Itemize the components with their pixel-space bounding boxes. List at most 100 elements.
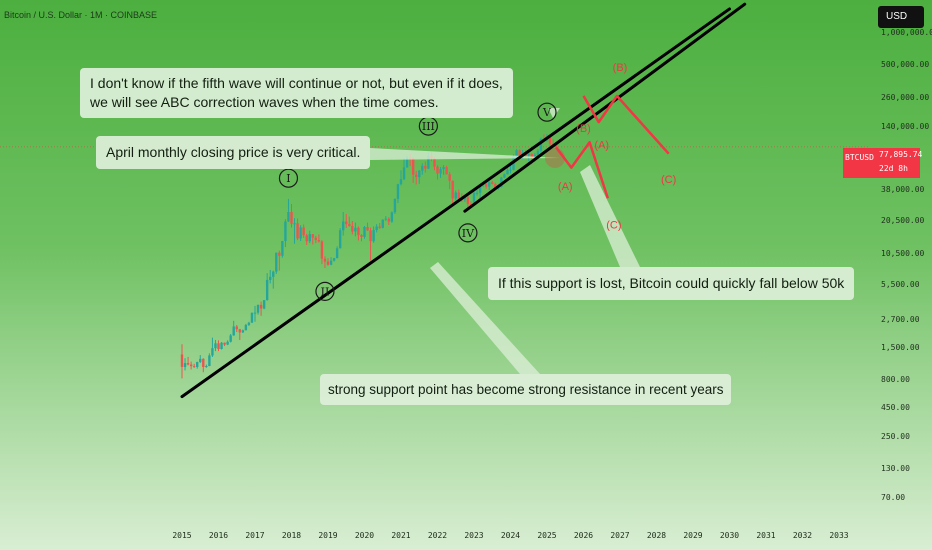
x-tick-label: 2016 — [208, 531, 229, 540]
candle-body — [308, 234, 311, 242]
x-tick-label: 2021 — [391, 531, 411, 540]
note-pointer-support-lost — [580, 165, 640, 267]
last-price-value: 77,895.74 — [879, 150, 923, 159]
trendline-lower — [180, 7, 731, 399]
wave-label: II — [321, 285, 330, 298]
x-tick-label: 2025 — [537, 531, 557, 540]
candle-body — [484, 183, 488, 187]
candle-body — [241, 330, 245, 333]
x-tick-label: 2015 — [172, 531, 192, 540]
x-tick-label: 2028 — [646, 531, 667, 540]
candle-body — [396, 184, 400, 199]
candle-body — [238, 329, 241, 333]
candle-body — [214, 343, 217, 349]
candle-body — [454, 192, 457, 199]
candle-body — [296, 223, 299, 239]
y-tick-label: 70.00 — [881, 493, 906, 502]
candle-body — [402, 167, 406, 180]
candle-body — [506, 169, 509, 175]
y-tick-label: 500,000.00 — [881, 60, 930, 69]
candle-body — [360, 235, 363, 237]
y-tick-label: 140,000.00 — [881, 122, 930, 131]
note-fifth-wave: I don't know if the fifth wave will cont… — [80, 68, 513, 118]
note-support-lost: If this support is lost, Bitcoin could q… — [488, 267, 855, 300]
candle-body — [503, 174, 506, 178]
note-line: I don't know if the fifth wave will cont… — [90, 75, 503, 91]
candle-body — [448, 174, 451, 181]
candle-body — [329, 260, 333, 265]
trendline-upper — [463, 2, 747, 213]
x-tick-label: 2030 — [719, 531, 740, 540]
last-price-tag: 77,895.74 22d 8h — [876, 148, 923, 178]
candle-body — [530, 153, 533, 158]
symbol-label: BTCUSD — [845, 153, 874, 162]
candle-body — [302, 227, 305, 236]
y-tick-label: 800.00 — [881, 375, 910, 384]
y-tick-label: 2,700.00 — [881, 315, 920, 324]
note-support-resistance: strong support point has become strong r… — [320, 374, 732, 405]
candle-body — [548, 136, 552, 144]
y-tick-label: 450.00 — [881, 403, 910, 412]
candle-body — [436, 166, 439, 174]
y-tick-label: 1,500.00 — [881, 343, 920, 352]
candle-body — [348, 224, 351, 227]
candle-countdown: 22d 8h — [879, 164, 908, 173]
projection-label: (B) — [613, 62, 628, 74]
candle-body — [259, 304, 263, 309]
candle-body — [378, 226, 381, 228]
candle-body — [323, 258, 327, 262]
candle-body — [345, 221, 348, 225]
candle-body — [293, 223, 296, 225]
candle-body — [369, 230, 372, 242]
candle-body — [256, 304, 260, 313]
candle-body — [381, 219, 384, 228]
candle-body — [405, 157, 409, 168]
candle-body — [466, 197, 470, 204]
candle-body — [533, 154, 537, 158]
candle-body — [199, 358, 202, 363]
candle-body — [299, 227, 302, 239]
candle-body — [269, 276, 272, 280]
candle-body — [287, 211, 290, 222]
x-tick-label: 2031 — [756, 531, 776, 540]
candle-body — [351, 226, 354, 232]
candle-body — [463, 197, 467, 200]
candle-body — [451, 180, 454, 199]
candle-body — [338, 230, 342, 249]
candle-body — [518, 150, 521, 157]
candle-body — [390, 212, 394, 222]
candle-body — [472, 192, 476, 206]
candle-body — [411, 158, 415, 175]
candle-body — [424, 165, 427, 169]
candle-body — [205, 365, 208, 367]
candle-body — [415, 174, 418, 178]
candle-body — [232, 326, 235, 336]
candle-body — [211, 348, 214, 356]
candle-body — [326, 261, 330, 265]
candle-body — [387, 218, 391, 222]
chart-title[interactable]: Bitcoin / U.S. Dollar · 1M · COINBASE — [4, 10, 158, 20]
x-tick-label: 2032 — [792, 531, 813, 540]
candle-body — [226, 341, 229, 345]
x-tick-label: 2027 — [610, 531, 630, 540]
candle-body — [272, 271, 275, 277]
currency-button[interactable]: USD — [878, 6, 924, 28]
y-tick-label: 130.00 — [881, 464, 910, 473]
y-tick-label: 250.00 — [881, 432, 910, 441]
candle-body — [335, 248, 339, 259]
candle-body — [265, 279, 269, 301]
x-tick-label: 2022 — [427, 531, 448, 540]
candle-body — [208, 355, 211, 366]
note-line: April monthly closing price is very crit… — [106, 144, 361, 160]
y-tick-label: 260,000.00 — [881, 93, 930, 102]
candle-body — [253, 312, 257, 314]
wave-label: IV — [462, 227, 475, 240]
candle-body — [229, 335, 232, 342]
candle-body — [180, 354, 184, 367]
y-tick-label: 1,000,000.00 — [881, 28, 932, 37]
candle-body — [317, 239, 321, 242]
candle-body — [183, 363, 187, 367]
candle-body — [445, 167, 448, 175]
projection-label: (A) — [594, 139, 609, 151]
